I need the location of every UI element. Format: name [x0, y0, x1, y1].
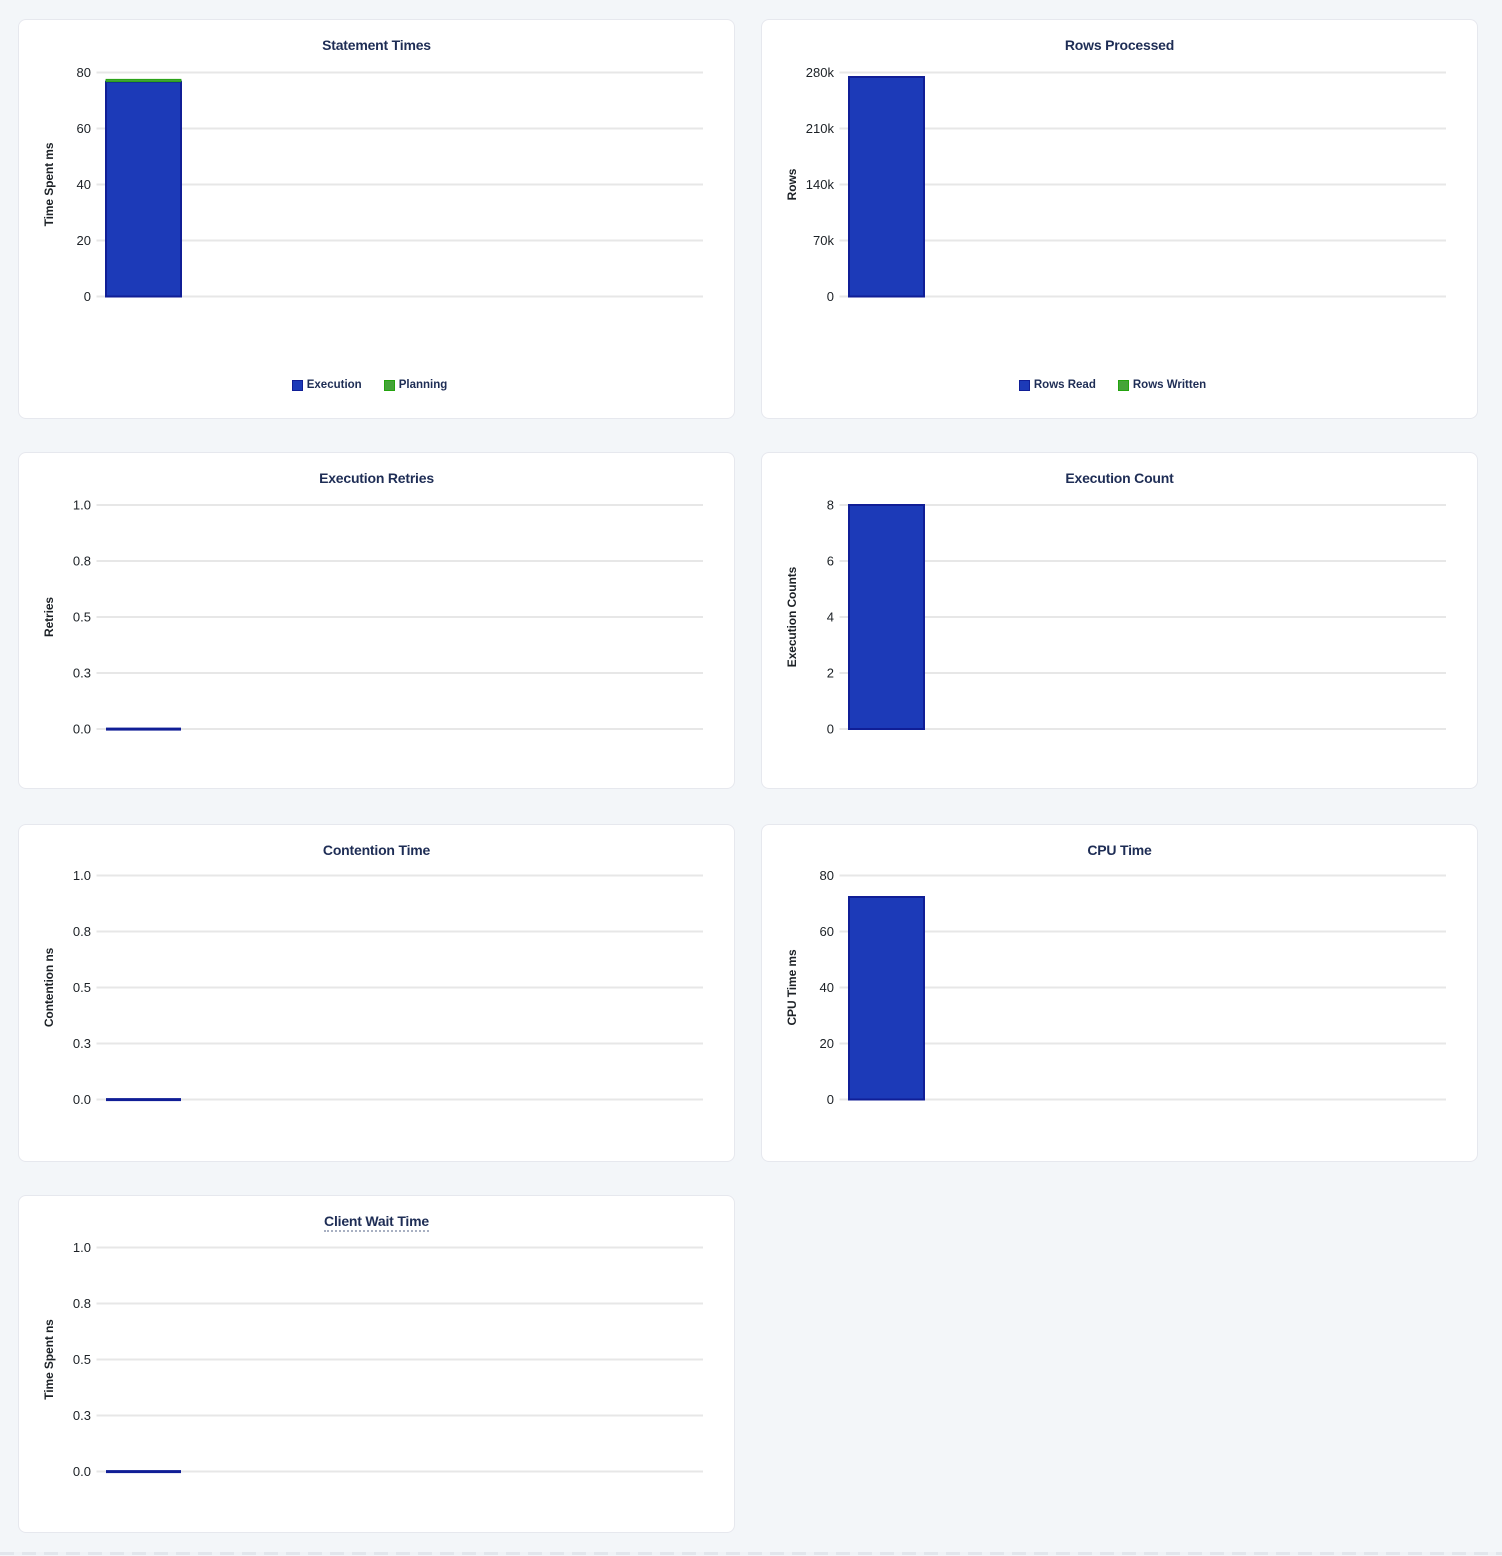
svg-text:210k: 210k: [806, 121, 835, 136]
svg-text:0.3: 0.3: [73, 1036, 91, 1051]
svg-text:0.0: 0.0: [73, 1464, 91, 1479]
svg-text:80: 80: [820, 868, 834, 883]
svg-text:Contention ns: Contention ns: [42, 947, 56, 1027]
svg-text:Retries: Retries: [42, 597, 56, 637]
svg-text:60: 60: [820, 924, 834, 939]
svg-text:280k: 280k: [806, 65, 835, 80]
svg-text:40: 40: [820, 980, 834, 995]
svg-text:40: 40: [77, 177, 91, 192]
svg-text:1.0: 1.0: [73, 868, 91, 883]
svg-text:0: 0: [827, 1092, 834, 1107]
svg-text:CPU Time ms: CPU Time ms: [785, 949, 799, 1025]
svg-text:0.8: 0.8: [73, 924, 91, 939]
svg-text:0.3: 0.3: [73, 1408, 91, 1423]
svg-text:0.5: 0.5: [73, 610, 91, 625]
svg-text:0.0: 0.0: [73, 722, 91, 737]
svg-text:20: 20: [77, 233, 91, 248]
svg-text:0.5: 0.5: [73, 1352, 91, 1367]
svg-text:0: 0: [84, 289, 91, 304]
svg-text:0.3: 0.3: [73, 666, 91, 681]
svg-text:0.8: 0.8: [73, 1296, 91, 1311]
svg-text:Time Spent ns: Time Spent ns: [42, 1319, 56, 1400]
svg-text:6: 6: [827, 554, 834, 569]
svg-text:Time Spent ms: Time Spent ms: [42, 142, 56, 226]
svg-text:0.0: 0.0: [73, 1092, 91, 1107]
svg-text:Rows: Rows: [785, 168, 799, 200]
svg-text:80: 80: [77, 65, 91, 80]
svg-text:0: 0: [827, 289, 834, 304]
svg-text:1.0: 1.0: [73, 1240, 91, 1255]
svg-text:20: 20: [820, 1036, 834, 1051]
svg-text:140k: 140k: [806, 177, 835, 192]
svg-text:2: 2: [827, 666, 834, 681]
svg-text:Execution Counts: Execution Counts: [785, 566, 799, 667]
svg-text:70k: 70k: [813, 233, 834, 248]
svg-text:4: 4: [827, 610, 834, 625]
svg-text:0.5: 0.5: [73, 980, 91, 995]
svg-text:60: 60: [77, 121, 91, 136]
svg-text:1.0: 1.0: [73, 498, 91, 513]
svg-text:0: 0: [827, 722, 834, 737]
svg-text:0.8: 0.8: [73, 554, 91, 569]
svg-text:8: 8: [827, 498, 834, 513]
